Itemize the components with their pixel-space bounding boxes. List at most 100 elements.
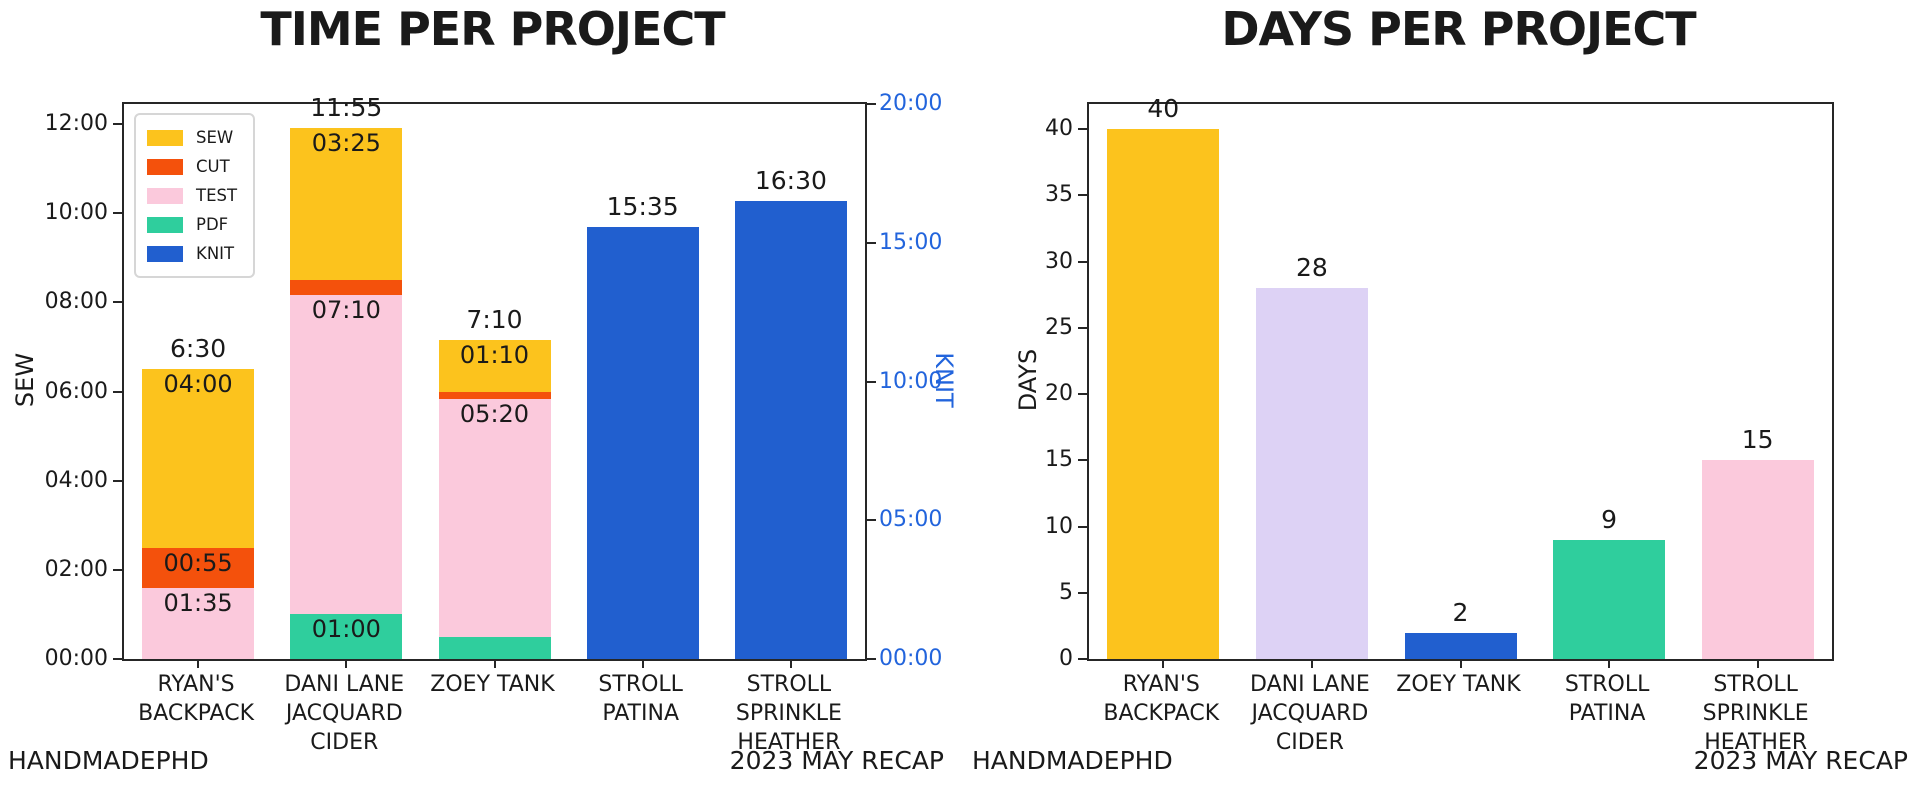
x-axis-tick-mark: [197, 661, 200, 668]
left-axis-tick-mark: [113, 568, 122, 571]
time-chart-plot-area: 00:00 02:00 04:00 06:00 08:00 10:00 12:00 00:00…: [45, 91, 943, 671]
legend: SEW CUT TEST PDF KNIT: [134, 113, 256, 278]
x-category-label: RYAN'S BACKPACK: [138, 672, 255, 726]
left-axis-tick-label: 04:00: [44, 467, 108, 493]
days-bar: [1255, 288, 1368, 659]
y-axis-tick-mark: [1078, 128, 1087, 131]
x-category-label: STROLL SPRINKLE HEATHER: [735, 672, 842, 755]
legend-swatch-knit: [147, 245, 183, 262]
right-axis-tick-mark: [867, 658, 876, 660]
x-category-label: DANI LANE JACQUARD CIDER: [1250, 672, 1370, 755]
y-axis-tick-mark: [1078, 525, 1087, 528]
days-chart-plot-area: 0 5 10 15 20 25 30 35 40 40 28 2 9 15: [1045, 94, 1834, 671]
x-category-label: ZOEY TANK: [1396, 672, 1521, 697]
time-per-project-panel: TIME PER PROJECT SEW KNIT 00:00 02:00 04:0…: [8, 2, 958, 775]
segment-duration-label: 04:00: [163, 370, 233, 399]
legend-row-pdf: PDF: [147, 210, 237, 239]
bar-segment-sew: 01:10: [438, 339, 551, 392]
bar-segment-pdf: 01:00: [290, 614, 403, 659]
x-axis-tick-mark: [789, 661, 792, 668]
y-axis-tick-mark: [1078, 591, 1087, 594]
legend-label: PDF: [196, 215, 229, 234]
bar-value-label: 9: [1601, 504, 1618, 534]
y-axis-tick-label: 30: [1045, 248, 1073, 274]
x-axis-tick-mark: [641, 661, 644, 668]
x-axis-tick-mark: [1162, 661, 1165, 668]
x-axis-tick-mark: [1756, 661, 1759, 668]
left-axis-tick-label: 06:00: [44, 378, 108, 404]
y-axis-tick-mark: [1078, 459, 1087, 462]
bar-segment-pdf: [438, 636, 551, 659]
legend-row-knit: KNIT: [147, 239, 237, 268]
bar-total-label: 11:55: [310, 92, 383, 122]
x-axis-tick-mark: [345, 661, 348, 668]
left-axis-tick-mark: [113, 479, 122, 482]
right-axis-tick-label: 00:00: [879, 646, 943, 671]
bar-segment-knit: [734, 201, 847, 659]
x-category-label: STROLL PATINA: [1564, 672, 1650, 726]
bar-value-label: 15: [1741, 425, 1774, 455]
bar-value-label: 40: [1147, 94, 1180, 124]
days-bar: [1107, 129, 1220, 659]
bar-total-label: 6:30: [170, 334, 227, 364]
y-axis-tick-mark: [1078, 326, 1087, 329]
legend-swatch-sew: [147, 129, 183, 146]
days-bar: [1404, 632, 1517, 659]
days-bar: [1701, 460, 1814, 659]
segment-duration-label: 01:10: [459, 340, 530, 369]
left-axis-tick-mark: [113, 212, 122, 215]
segment-duration-label: 07:10: [311, 295, 381, 324]
y-axis-tick-mark: [1078, 194, 1087, 197]
y-axis-tick-label: 15: [1045, 447, 1073, 473]
watermark-author: HANDMADEPHD: [972, 746, 1173, 775]
y-axis-tick-label: 5: [1059, 579, 1073, 605]
left-axis-tick-label: 10:00: [44, 200, 108, 226]
x-category-label: ZOEY TANK: [430, 672, 555, 697]
time-chart-title: TIME PER PROJECT: [260, 2, 725, 56]
right-axis-tick-mark: [867, 380, 876, 383]
x-axis-tick-mark: [493, 661, 496, 668]
bar-segment-test: 01:35: [142, 588, 255, 659]
y-axis-tick-mark: [1078, 260, 1087, 263]
left-axis-tick-mark: [113, 301, 122, 304]
legend-swatch-pdf: [147, 216, 183, 233]
days-per-project-panel: DAYS PER PROJECT DAYS 0 5 10 15 20 25 30 35 40 40…: [964, 0, 1928, 804]
right-axis-tick-mark: [867, 103, 876, 105]
bar-segment-test: 07:10: [290, 294, 403, 615]
x-axis-tick-mark: [1310, 661, 1313, 668]
left-axis-tick-mark: [113, 658, 122, 660]
legend-row-test: TEST: [147, 181, 237, 210]
watermark-recap: 2023 MAY RECAP: [729, 746, 944, 775]
legend-label: SEW: [196, 128, 234, 147]
segment-duration-label: 05:20: [459, 399, 530, 428]
left-axis-tick-label: 12:00: [44, 111, 108, 137]
right-axis-tick-mark: [867, 241, 876, 244]
x-category-label: DANI LANE JACQUARD CIDER: [284, 672, 405, 755]
right-axis-tick-label: 05:00: [879, 507, 943, 533]
x-axis-tick-mark: [1459, 661, 1462, 668]
legend-swatch-cut: [147, 158, 183, 175]
bar-total-label: 7:10: [466, 304, 523, 334]
x-category-label: RYAN'S BACKPACK: [1103, 672, 1220, 726]
right-axis-tick-label: 15:00: [879, 229, 943, 255]
y-axis-tick-mark: [1078, 658, 1087, 660]
bar-total-label: 15:35: [606, 191, 679, 221]
y-axis-tick-label: 40: [1045, 116, 1073, 142]
legend-label: TEST: [196, 186, 238, 205]
left-axis-tick-label: 08:00: [44, 289, 108, 315]
bar-segment-cut: [438, 391, 551, 399]
x-axis-tick-mark: [1608, 661, 1611, 668]
x-category-label: STROLL PATINA: [598, 672, 683, 726]
legend-row-cut: CUT: [147, 152, 237, 181]
legend-label: CUT: [196, 157, 230, 176]
bar-value-label: 2: [1452, 597, 1469, 627]
right-axis-tick-mark: [867, 519, 876, 522]
right-axis-tick-label: 10:00: [879, 368, 943, 394]
bar-segment-test: 05:20: [438, 398, 551, 637]
legend-swatch-test: [147, 187, 183, 204]
legend-label: KNIT: [196, 244, 235, 263]
watermark-recap: 2023 MAY RECAP: [1693, 746, 1908, 775]
left-axis-tick-label: 00:00: [44, 646, 108, 671]
y-axis-tick-label: 0: [1059, 646, 1073, 671]
left-axis-tick-label: 02:00: [44, 556, 108, 582]
